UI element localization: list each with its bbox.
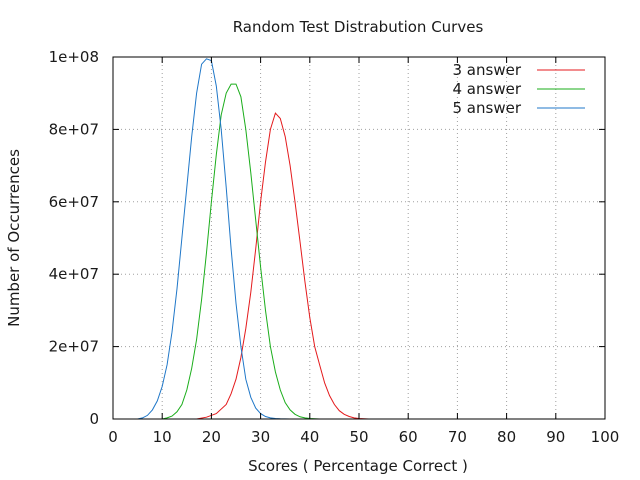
chart-title: Random Test Distrabution Curves	[233, 18, 484, 36]
x-tick-label: 70	[448, 428, 467, 446]
y-tick-label: 4e+07	[49, 265, 99, 283]
y-tick-label: 2e+07	[49, 338, 99, 356]
x-tick-label: 0	[108, 428, 118, 446]
legend-label-2: 4 answer	[453, 80, 522, 98]
series-line-1	[196, 112, 369, 420]
x-tick-label: 20	[202, 428, 221, 446]
legend-label-1: 3 answer	[453, 61, 522, 79]
y-tick-label: 1e+08	[49, 48, 99, 66]
series-layer	[137, 58, 369, 420]
y-tick-label: 6e+07	[49, 193, 99, 211]
x-tick-label: 50	[349, 428, 368, 446]
series-line-3	[137, 58, 291, 420]
tick-layer: 0 10 20 30 40 50 60 70 80 90 100 0 2e+07 4e+07 6e+07 8e…	[49, 48, 620, 446]
y-axis-title: Number of Occurrences	[5, 149, 23, 327]
x-tick-label: 100	[591, 428, 620, 446]
x-tick-label: 10	[153, 428, 172, 446]
x-axis-title: Scores ( Percentage Correct )	[248, 457, 468, 475]
x-tick-label: 40	[300, 428, 319, 446]
x-tick-label: 30	[251, 428, 270, 446]
grid-layer	[113, 57, 605, 419]
x-tick-label: 90	[546, 428, 565, 446]
legend-label-3: 5 answer	[453, 99, 522, 117]
y-tick-label: 0	[89, 410, 99, 428]
x-tick-label: 60	[399, 428, 418, 446]
series-line-2	[162, 83, 320, 420]
x-tick-label: 80	[497, 428, 516, 446]
y-tick-label: 8e+07	[49, 120, 99, 138]
